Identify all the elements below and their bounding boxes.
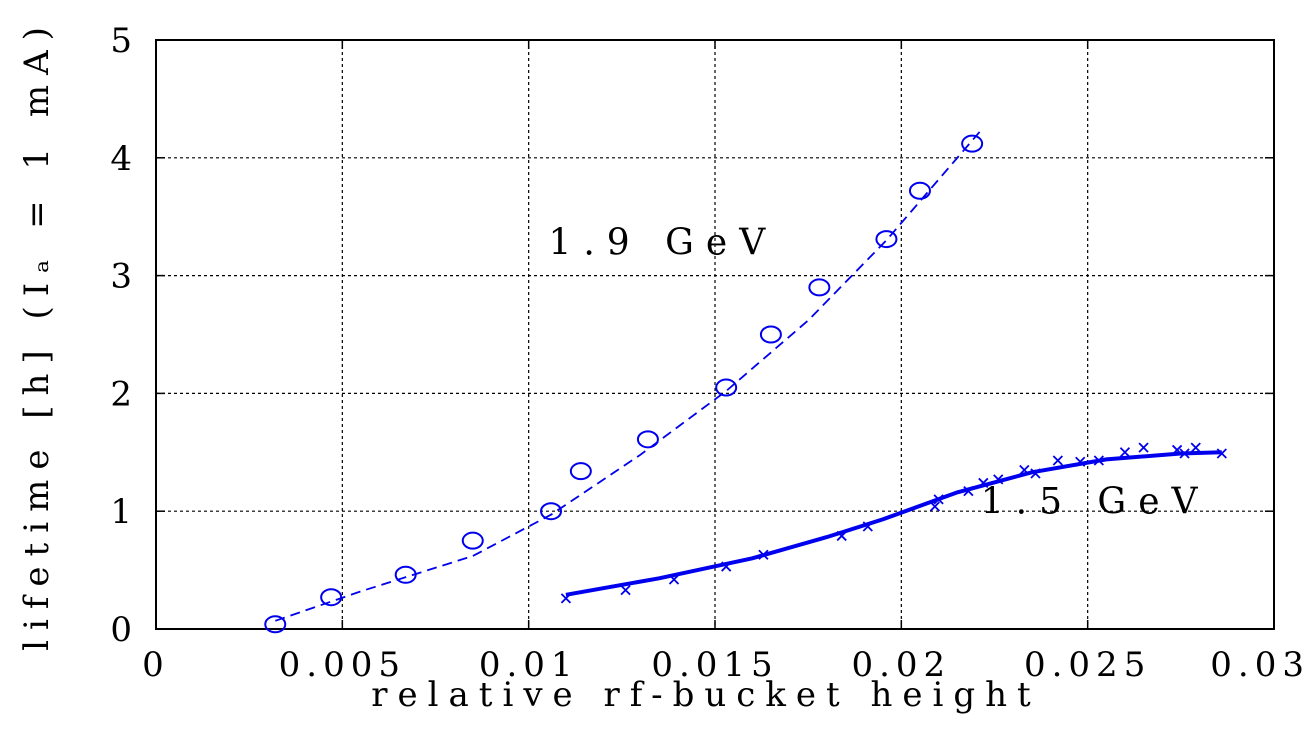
x-tick-label: 0 bbox=[142, 645, 170, 685]
x-tick-label: 0.01 bbox=[479, 645, 579, 685]
data-point-1-5-gev bbox=[1190, 442, 1201, 453]
label-1-9-gev: 1.9 GeV bbox=[548, 222, 777, 263]
y-tick-label: 1 bbox=[110, 492, 132, 532]
data-point-1-9-gev bbox=[636, 430, 659, 449]
y-axis-title: lifetime [h] (Iₐ = 1 mA) bbox=[17, 17, 57, 651]
data-point-1-9-gev bbox=[569, 462, 592, 481]
data-point-1-5-gev bbox=[1052, 455, 1063, 466]
data-point-1-9-gev bbox=[320, 588, 343, 607]
x-tick-label: 0.02 bbox=[851, 645, 951, 685]
fit-line-1-9-gev bbox=[275, 131, 981, 622]
x-axis-title: relative rf-bucket height bbox=[371, 675, 1040, 715]
data-point-1-9-gev bbox=[461, 531, 484, 550]
y-tick-label: 2 bbox=[110, 374, 132, 414]
fit-line-1-5-gev bbox=[565, 450, 1222, 597]
data-point-1-9-gev bbox=[908, 181, 931, 200]
data-point-1-9-gev bbox=[715, 378, 738, 397]
y-tick-label: 3 bbox=[110, 257, 132, 297]
y-tick-label: 5 bbox=[110, 21, 132, 61]
y-tick-label: 0 bbox=[110, 610, 132, 650]
annotations: 1.9 GeV 1.5 GeV bbox=[548, 222, 1210, 523]
data-point-1-9-gev bbox=[875, 230, 898, 249]
y-tick-label: 4 bbox=[110, 139, 132, 179]
data-point-1-5-gev bbox=[1138, 442, 1149, 453]
axis-ticks: 0 0.005 0.01 0.015 0.02 0.025 0.03 0 1 2 3 4 5 bbox=[110, 21, 1310, 685]
x-tick-label: 0.025 bbox=[1024, 645, 1151, 685]
x-tick-label: 0.015 bbox=[651, 645, 778, 685]
data-series bbox=[264, 131, 1227, 634]
data-point-1-9-gev bbox=[540, 502, 563, 521]
data-point-1-9-gev bbox=[808, 278, 831, 297]
data-point-1-5-gev bbox=[1119, 447, 1131, 458]
x-tick-label: 0.03 bbox=[1210, 645, 1310, 685]
grid-lines bbox=[156, 40, 1274, 629]
data-point-1-9-gev bbox=[759, 325, 782, 344]
data-point-1-5-gev bbox=[620, 584, 631, 596]
data-point-1-9-gev bbox=[264, 615, 287, 634]
data-point-1-9-gev bbox=[961, 134, 984, 153]
label-1-5-gev: 1.5 GeV bbox=[981, 482, 1210, 523]
x-tick-label: 0.005 bbox=[279, 645, 406, 685]
